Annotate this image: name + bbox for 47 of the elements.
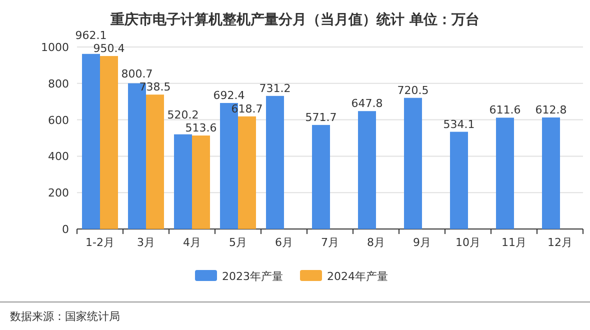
legend-label: 2023年产量 [222,270,283,283]
x-tick-label: 3月 [137,236,155,249]
bar [238,116,256,229]
x-tick-label: 6月 [275,236,293,249]
bar [266,96,284,229]
x-tick-label: 8月 [367,236,385,249]
bar [174,134,192,229]
chart-title: 重庆市电子计算机整机产量分月（当月值）统计 单位：万台 [110,11,480,28]
y-tick-label: 600 [48,114,69,127]
bar [312,124,330,229]
data-label: 611.6 [489,104,521,117]
data-label: 571.7 [305,110,337,124]
x-tick-label: 1-2月 [86,236,114,249]
bar [82,54,100,229]
data-label: 520.2 [167,108,199,122]
data-label: 731.2 [259,82,291,95]
data-label: 720.5 [397,84,429,97]
bar [192,136,210,229]
data-label: 647.8 [351,97,383,110]
bar [100,56,118,229]
bar [404,98,422,229]
y-tick-label: 400 [48,150,69,164]
source-note: 数据来源：国家统计局 [10,310,120,323]
data-label: 692.4 [213,88,245,102]
y-tick-label: 800 [48,77,69,90]
y-tick-label: 200 [48,186,69,200]
x-tick-label: 7月 [321,236,339,249]
x-tick-label: 5月 [229,236,247,249]
bar [358,111,376,229]
data-label: 800.7 [121,68,153,81]
data-label: 962.1 [75,29,107,42]
bar [496,118,514,229]
y-tick-label: 1000 [41,41,69,54]
y-tick-label: 0 [62,223,69,236]
legend-label: 2024年产量 [327,270,388,283]
data-label: 513.6 [185,122,217,135]
x-tick-label: 4月 [183,236,201,249]
data-label: 612.8 [535,103,567,116]
x-tick-label: 10月 [456,236,480,249]
x-tick-label: 11月 [502,236,526,249]
data-label: 950.4 [93,42,125,56]
bar [450,132,468,229]
x-tick-label: 9月 [413,236,431,249]
x-tick-label: 12月 [548,236,572,249]
data-label: 534.1 [443,118,475,131]
bar [542,117,560,229]
bar [146,94,164,229]
